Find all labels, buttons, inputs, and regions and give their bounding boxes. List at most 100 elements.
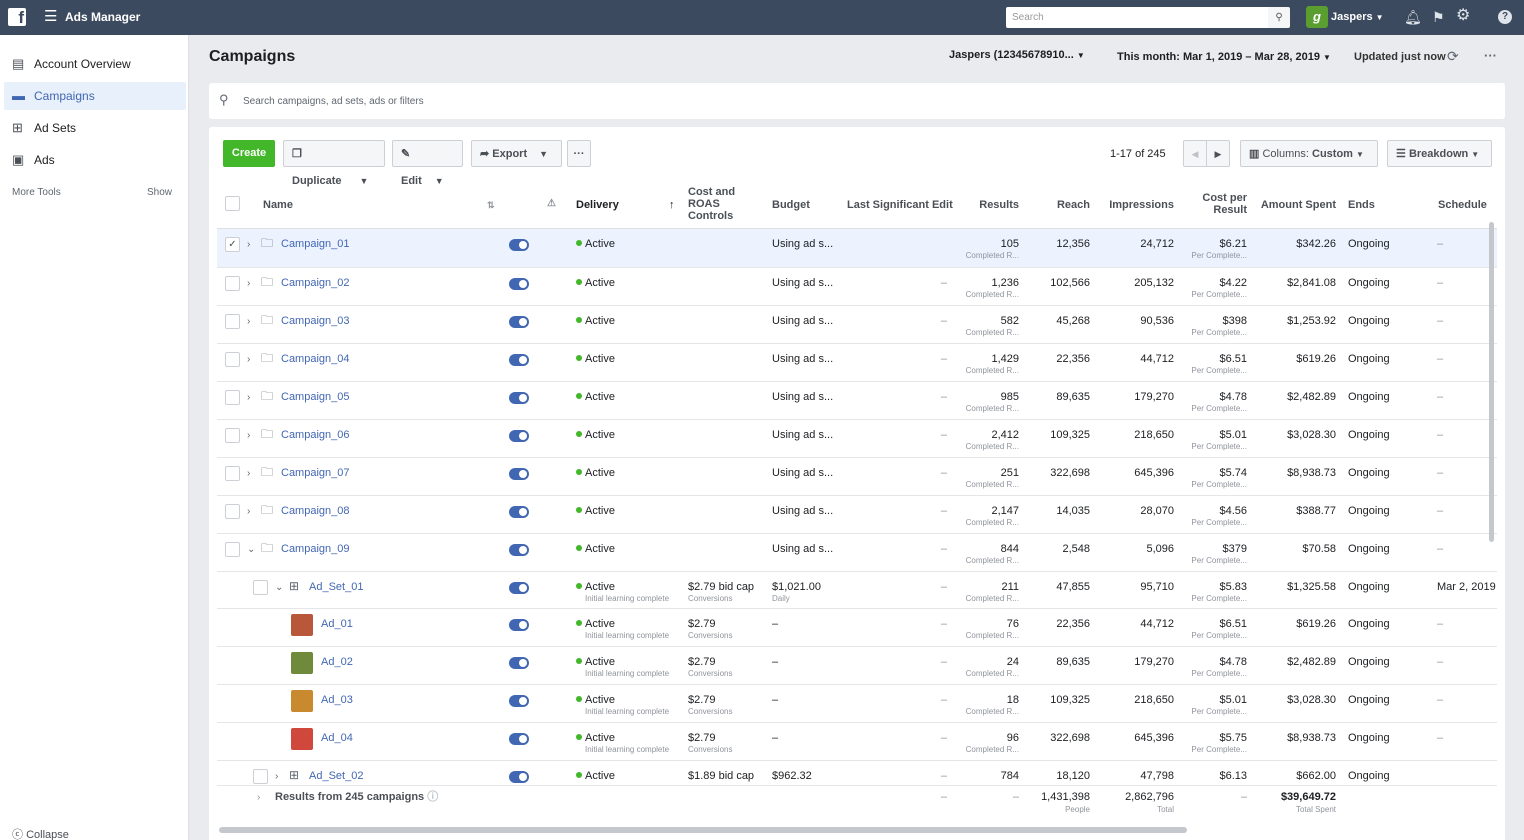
- table-row[interactable]: › 🗀︎ Campaign_03 Active Using ad s... – 582 Com…: [217, 306, 1497, 344]
- table-row[interactable]: Ad_04 Active Initial learning complete $2.7…: [217, 723, 1497, 761]
- row-checkbox[interactable]: [253, 769, 268, 784]
- table-row[interactable]: › 🗀︎ Campaign_08 Active Using ad s... – 2,147 C…: [217, 496, 1497, 534]
- help-icon[interactable]: ?: [1498, 10, 1512, 24]
- expand-chevron-icon[interactable]: ›: [247, 506, 251, 517]
- expand-chevron-icon[interactable]: ›: [247, 354, 251, 365]
- previous-page-icon[interactable]: ◀: [1183, 140, 1207, 167]
- table-row[interactable]: › 🗀︎ Campaign_06 Active Using ad s... – 2,412 C…: [217, 420, 1497, 458]
- row-name-link[interactable]: Campaign_02: [281, 277, 350, 289]
- column-header-ends[interactable]: Ends: [1348, 199, 1375, 211]
- table-row[interactable]: › 🗀︎ Campaign_05 Active Using ad s... – 985 Com…: [217, 382, 1497, 420]
- select-all-checkbox[interactable]: [225, 196, 240, 211]
- row-name-link[interactable]: Campaign_08: [281, 505, 350, 517]
- delivery-toggle[interactable]: [509, 278, 529, 290]
- delivery-toggle[interactable]: [509, 695, 529, 707]
- row-checkbox[interactable]: [225, 352, 240, 367]
- delivery-toggle[interactable]: [509, 771, 529, 783]
- sidebar-item-account-overview[interactable]: ▤ Account Overview: [4, 50, 186, 78]
- row-name-link[interactable]: Campaign_03: [281, 315, 350, 327]
- export-button[interactable]: ➦ Export ▼: [471, 140, 562, 167]
- column-header-results[interactable]: Results: [979, 199, 1019, 211]
- show-more-tools-link[interactable]: Show: [147, 187, 173, 198]
- column-header-amount-spent[interactable]: Amount Spent: [1260, 199, 1336, 211]
- row-name-link[interactable]: Campaign_05: [281, 391, 350, 403]
- delivery-toggle[interactable]: [509, 657, 529, 669]
- row-name-link[interactable]: Campaign_06: [281, 429, 350, 441]
- expand-chevron-icon[interactable]: ›: [247, 239, 251, 250]
- row-name-link[interactable]: Ad_02: [321, 656, 353, 668]
- expand-chevron-icon[interactable]: ›: [247, 316, 251, 327]
- facebook-logo-icon[interactable]: f: [8, 8, 26, 26]
- row-name-link[interactable]: Campaign_04: [281, 353, 350, 365]
- more-options-icon[interactable]: ···: [1484, 48, 1497, 63]
- column-header-schedule[interactable]: Schedule: [1438, 199, 1487, 211]
- table-row[interactable]: Ad_03 Active Initial learning complete $2.7…: [217, 685, 1497, 723]
- table-row[interactable]: ✓ › 🗀︎ Campaign_01 Active Using ad s... 105 Com…: [217, 229, 1497, 268]
- collapse-chevron-icon[interactable]: ⌄: [275, 582, 284, 593]
- column-header-last-edit[interactable]: Last Significant Edit: [847, 199, 953, 211]
- expand-chevron-icon[interactable]: ›: [247, 392, 251, 403]
- delivery-toggle[interactable]: [509, 619, 529, 631]
- row-checkbox[interactable]: [253, 580, 268, 595]
- delivery-toggle[interactable]: [509, 582, 529, 594]
- table-row[interactable]: › 🗀︎ Campaign_07 Active Using ad s... – 251 Com…: [217, 458, 1497, 496]
- delivery-toggle[interactable]: [509, 733, 529, 745]
- next-page-icon[interactable]: ▶: [1206, 140, 1230, 167]
- delivery-toggle[interactable]: [509, 354, 529, 366]
- notifications-bell-icon[interactable]: 🔔︎: [1404, 9, 1422, 25]
- row-name-link[interactable]: Ad_01: [321, 618, 353, 630]
- table-row[interactable]: Ad_02 Active Initial learning complete $2.7…: [217, 647, 1497, 685]
- delivery-toggle[interactable]: [509, 468, 529, 480]
- account-selector[interactable]: Jaspers (12345678910... ▼: [949, 49, 1085, 61]
- table-row[interactable]: › 🗀︎ Campaign_02 Active Using ad s... – 1,236 C…: [217, 268, 1497, 306]
- expand-chevron-icon[interactable]: ›: [247, 430, 251, 441]
- sort-ascending-icon[interactable]: ↑: [669, 199, 675, 211]
- delivery-toggle[interactable]: [509, 392, 529, 404]
- delivery-toggle[interactable]: [509, 544, 529, 556]
- row-name-link[interactable]: Campaign_09: [281, 543, 350, 555]
- row-name-link[interactable]: Ad_Set_01: [309, 581, 364, 593]
- row-checkbox[interactable]: ✓: [225, 237, 240, 252]
- expand-chevron-icon[interactable]: ›: [247, 468, 251, 479]
- column-header-reach[interactable]: Reach: [1056, 199, 1090, 211]
- column-header-budget[interactable]: Budget: [772, 199, 810, 211]
- edit-button[interactable]: ✎ Edit ▼: [392, 140, 463, 187]
- duplicate-button[interactable]: ❐ Duplicate ▼: [283, 140, 385, 187]
- column-header-cost-per-result[interactable]: Cost per Result: [1182, 192, 1247, 216]
- column-header-delivery[interactable]: Delivery: [576, 199, 619, 211]
- collapse-chevron-icon[interactable]: ⌄: [247, 544, 256, 555]
- column-header-impressions[interactable]: Impressions: [1109, 199, 1174, 211]
- flag-icon[interactable]: ⚑: [1432, 9, 1445, 25]
- vertical-scrollbar[interactable]: [1489, 222, 1494, 542]
- row-name-link[interactable]: Ad_03: [321, 694, 353, 706]
- table-row[interactable]: ⌄ ⊞ Ad_Set_01 Active Initial learning comple…: [217, 572, 1497, 609]
- breakdown-dropdown[interactable]: ☰ Breakdown ▼: [1387, 140, 1492, 167]
- search-icon[interactable]: ⚲: [1268, 7, 1290, 28]
- table-row[interactable]: › ⊞ Ad_Set_02 Active $1.89 bid cap $962.32 – 78…: [217, 761, 1497, 786]
- row-name-link[interactable]: Ad_Set_02: [309, 770, 364, 782]
- row-checkbox[interactable]: [225, 276, 240, 291]
- table-row[interactable]: › 🗀︎ Campaign_04 Active Using ad s... – 1,429 C…: [217, 344, 1497, 382]
- sidebar-item-ads[interactable]: ▣ Ads: [4, 146, 186, 174]
- columns-dropdown[interactable]: ▥ Columns: Custom ▼: [1240, 140, 1378, 167]
- row-checkbox[interactable]: [225, 314, 240, 329]
- row-checkbox[interactable]: [225, 542, 240, 557]
- top-search-input[interactable]: [1006, 7, 1268, 28]
- info-icon[interactable]: ⓘ: [427, 791, 439, 803]
- row-checkbox[interactable]: [225, 390, 240, 405]
- row-checkbox[interactable]: [225, 466, 240, 481]
- expand-chevron-icon[interactable]: ›: [247, 278, 251, 289]
- row-name-link[interactable]: Campaign_01: [281, 238, 350, 250]
- hamburger-menu-icon[interactable]: ☰: [44, 8, 58, 25]
- row-checkbox[interactable]: [225, 504, 240, 519]
- collapse-sidebar-button[interactable]: ⓒ Collapse: [12, 826, 69, 840]
- gear-icon[interactable]: ⚙: [1456, 7, 1471, 24]
- delivery-toggle[interactable]: [509, 239, 529, 251]
- delivery-toggle[interactable]: [509, 506, 529, 518]
- expand-chevron-icon[interactable]: ›: [275, 771, 279, 782]
- avatar[interactable]: g: [1306, 6, 1328, 28]
- campaign-search-input[interactable]: [243, 91, 843, 111]
- row-name-link[interactable]: Ad_04: [321, 732, 353, 744]
- column-header-name[interactable]: Name: [263, 199, 293, 211]
- sort-toggle-icon[interactable]: ⇅: [487, 200, 495, 210]
